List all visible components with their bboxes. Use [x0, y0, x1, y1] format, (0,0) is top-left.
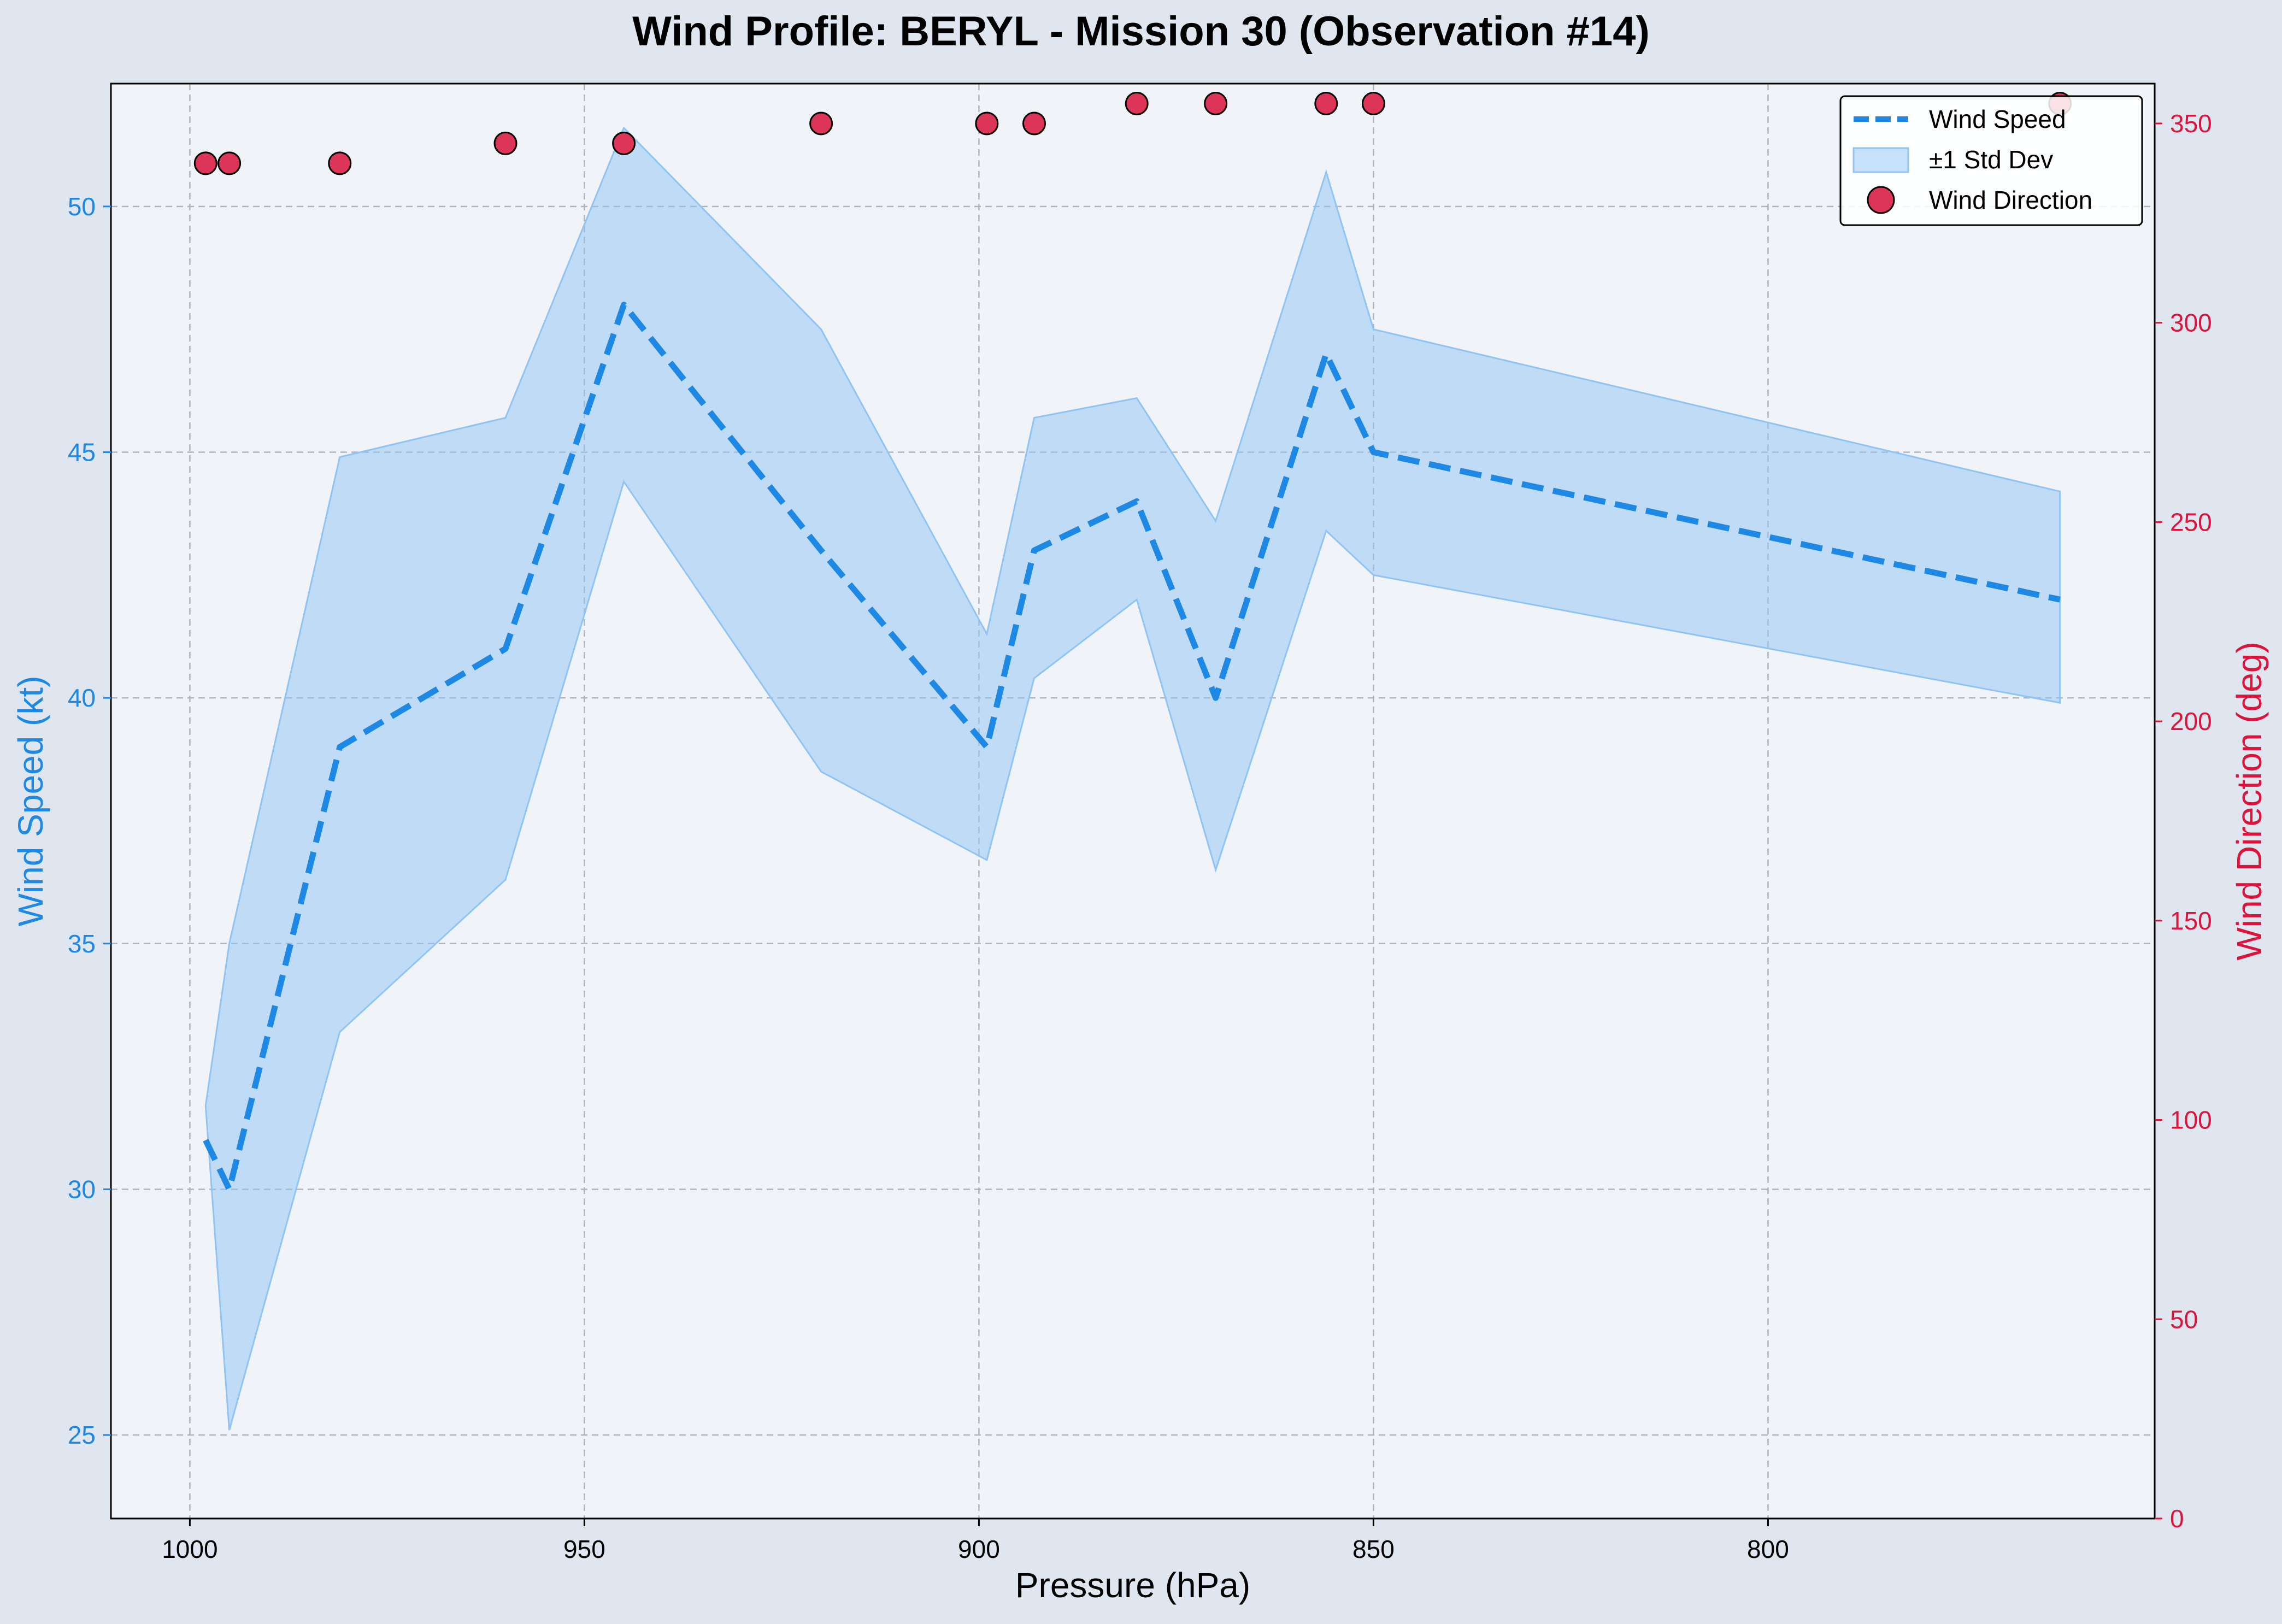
x-tick-label: 950: [563, 1535, 605, 1563]
y-left-tick-label: 30: [68, 1175, 96, 1203]
y-right-tick-label: 100: [2170, 1106, 2212, 1134]
wind-direction-point: [1361, 91, 1385, 115]
y-axis-left-label: Wind Speed (kt): [11, 676, 50, 927]
y-left-tick-label: 25: [68, 1421, 96, 1449]
legend-std-dev-label: ±1 Std Dev: [1929, 145, 2053, 174]
wind-speed-line-layer: [203, 302, 2061, 1192]
legend-frame: [1839, 95, 2143, 226]
y-right-tick-label: 350: [2170, 109, 2212, 138]
wind-direction-point: [217, 151, 242, 175]
wind-direction-point: [809, 111, 833, 136]
wind-direction-point: [975, 111, 999, 136]
y-right-tick-label: 150: [2170, 907, 2212, 935]
wind-speed-line: [203, 302, 2061, 1192]
axes-layer: 1000 950 900 850 800 25 30 35 40 45 50 0 50 100 150 200…: [68, 109, 2212, 1563]
x-tick-label: 850: [1352, 1535, 1395, 1563]
x-tick-label: 800: [1747, 1535, 1789, 1563]
plot-frame: [110, 83, 2156, 1520]
legend-wind-direction-swatch: [1867, 186, 1895, 214]
x-tick-label: 900: [958, 1535, 1000, 1563]
wind-direction-point: [493, 131, 517, 155]
x-tick-label: 1000: [162, 1535, 217, 1563]
x-axis-label: Pressure (hPa): [1015, 1566, 1250, 1605]
wind-direction-point: [612, 131, 636, 155]
wind-direction-point: [1314, 91, 1338, 115]
wind-direction-point: [1125, 91, 1149, 115]
y-axis-right-label: Wind Direction (deg): [2230, 642, 2269, 960]
legend-std-dev-swatch: [1852, 147, 1909, 173]
y-left-tick-label: 45: [68, 438, 96, 466]
legend-wind-speed-label: Wind Speed: [1929, 105, 2066, 133]
wind-direction-point: [1022, 111, 1046, 136]
y-right-tick-label: 200: [2170, 707, 2212, 735]
legend-wind-direction-label: Wind Direction: [1929, 186, 2092, 214]
chart-title: Wind Profile: BERYL - Mission 30 (Observ…: [632, 8, 1650, 55]
y-right-tick-label: 300: [2170, 309, 2212, 337]
y-left-tick-label: 40: [68, 684, 96, 712]
wind-direction-point: [193, 151, 217, 175]
y-right-tick-label: 250: [2170, 508, 2212, 536]
y-left-tick-label: 50: [68, 192, 96, 221]
wind-direction-point: [328, 151, 352, 175]
y-right-tick-label: 50: [2170, 1305, 2198, 1333]
legend: Wind Speed ±1 Std Dev Wind Direction: [1839, 95, 2143, 226]
y-right-tick-label: 0: [2170, 1504, 2184, 1533]
wind-direction-point: [1204, 91, 1228, 115]
y-left-tick-label: 35: [68, 929, 96, 958]
